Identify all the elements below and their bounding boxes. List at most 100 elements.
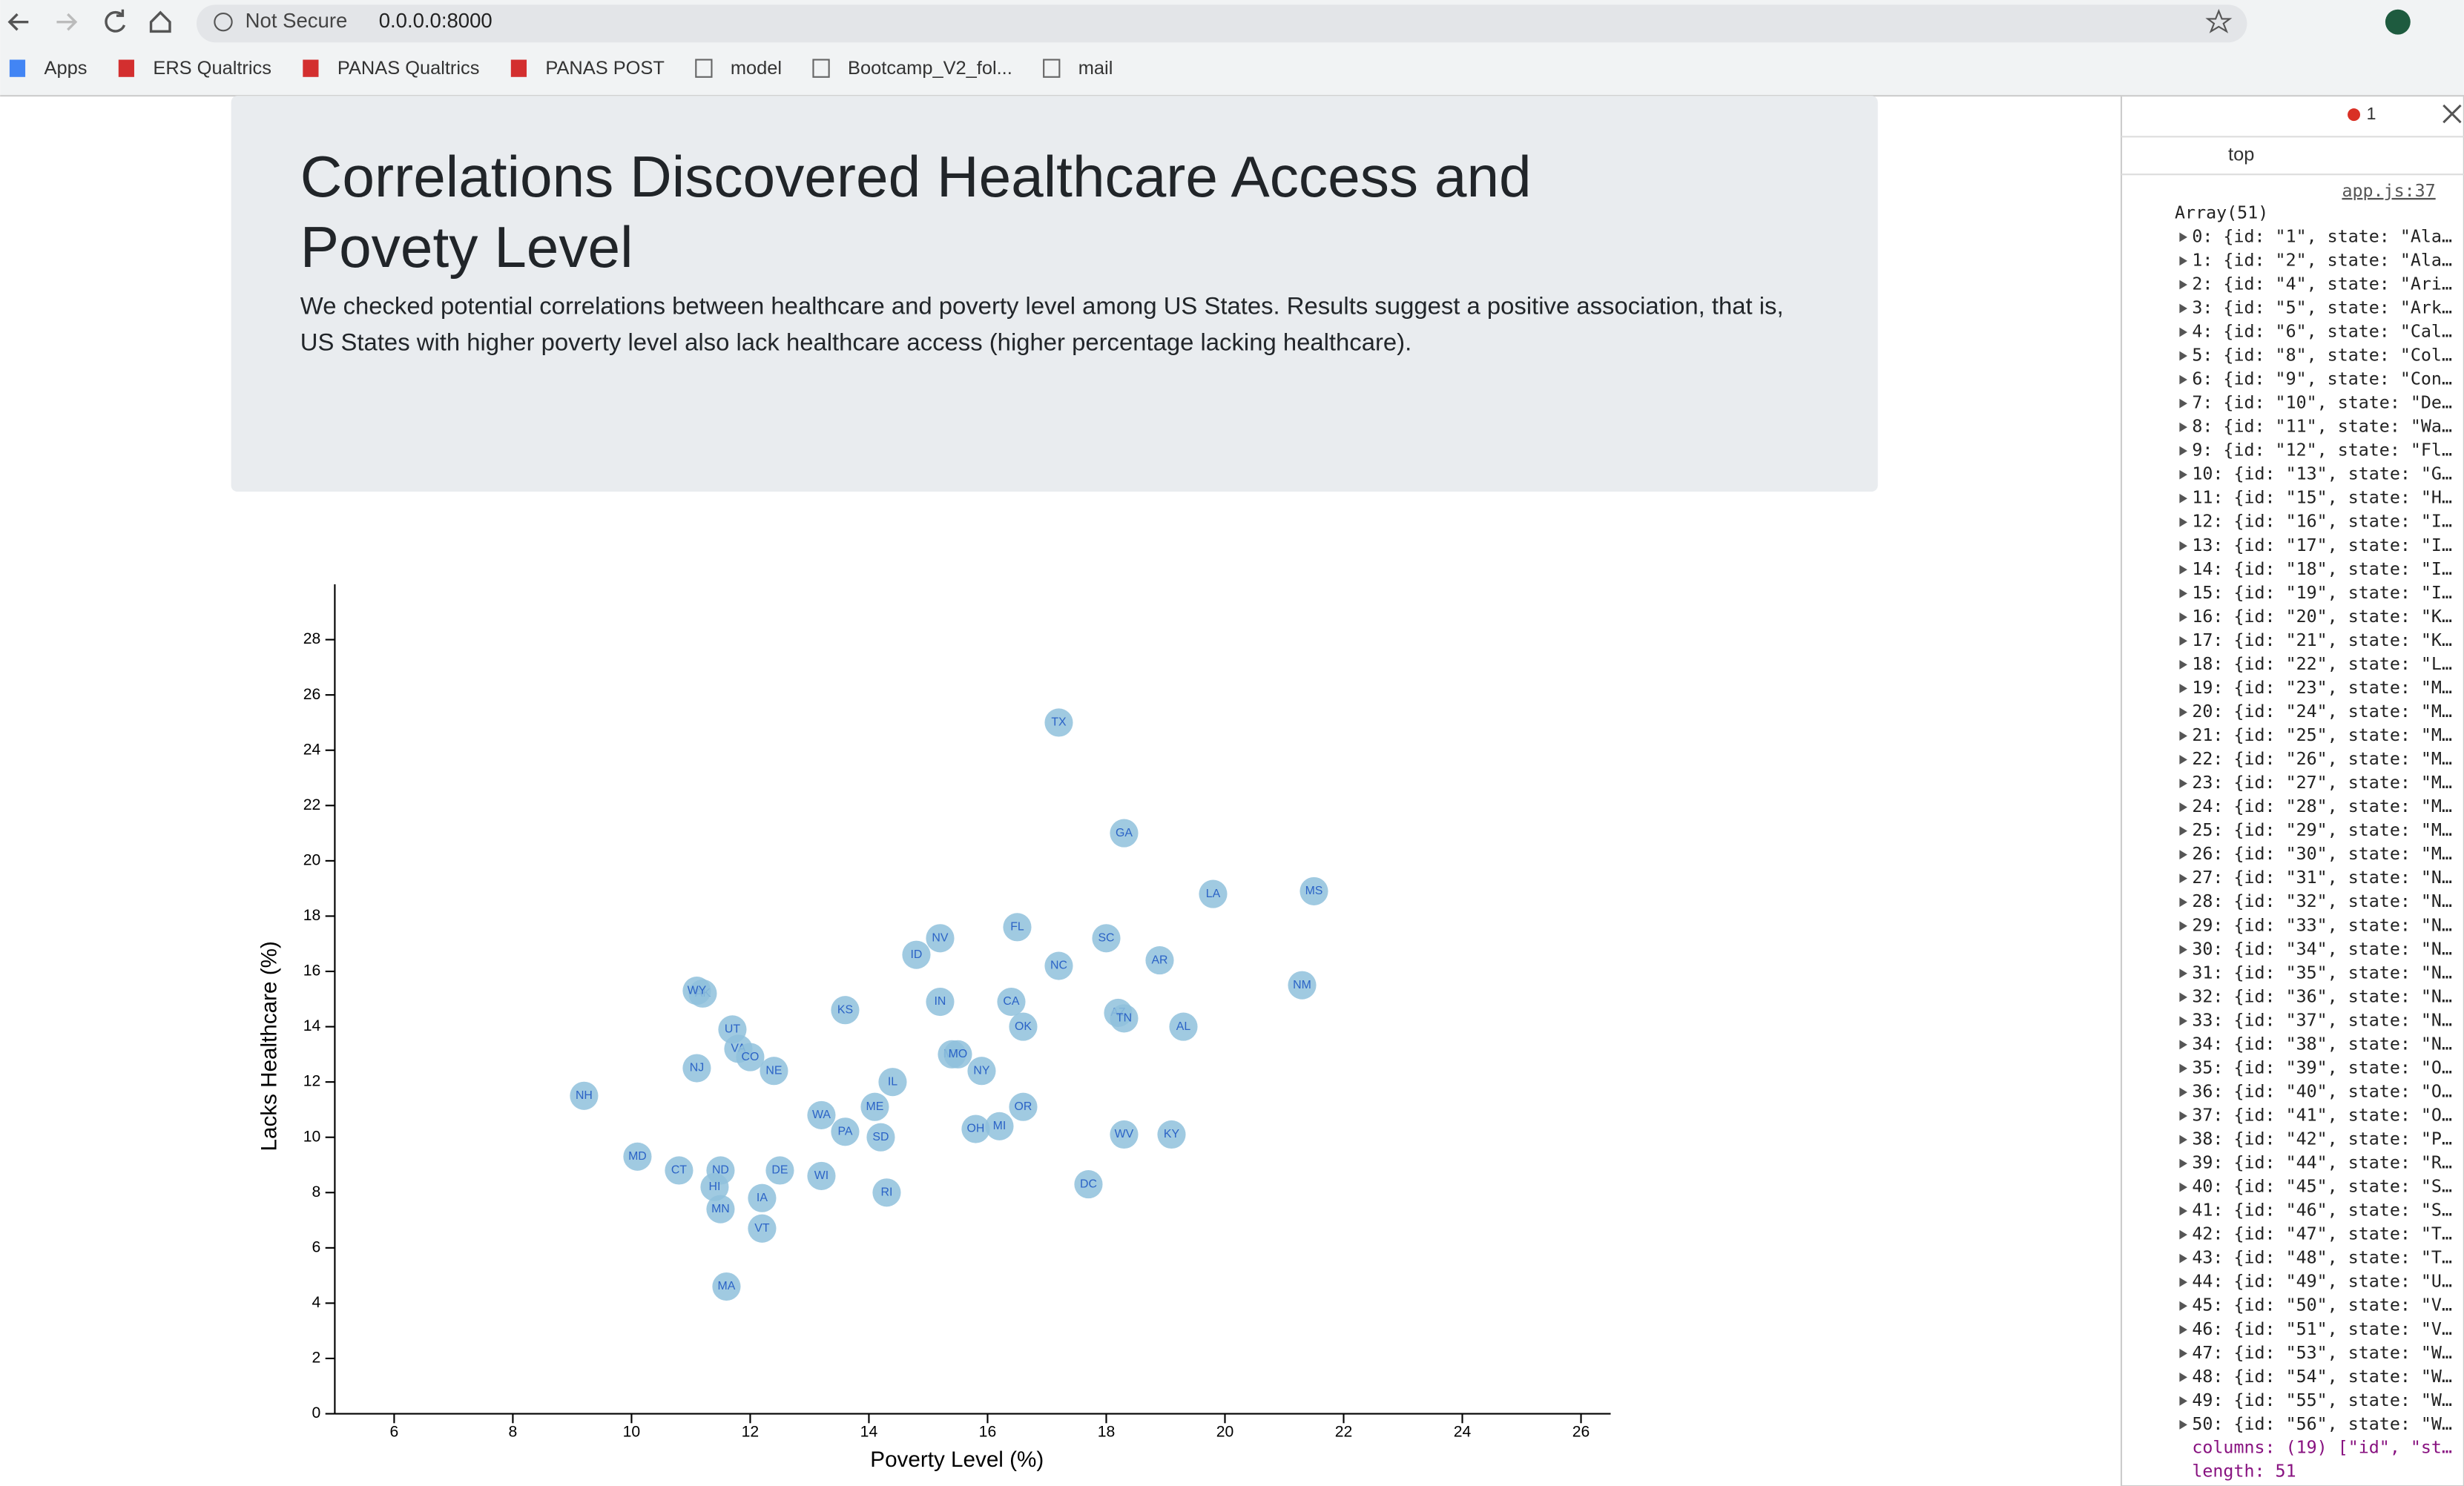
expand-arrow [2179, 374, 2187, 385]
console-row[interactable]: 11: {id: "15", state: "H… [2192, 488, 2452, 508]
console-row[interactable]: 5: {id: "8", state: "Col… [2192, 346, 2452, 366]
expand-arrow [2179, 256, 2187, 266]
console-row[interactable]: 30: {id: "34", state: "N… [2192, 939, 2452, 959]
bookmark[interactable]: model [731, 58, 782, 79]
expand-arrow [2179, 232, 2187, 242]
console-row[interactable]: 9: {id: "12", state: "Fl… [2192, 440, 2452, 460]
point-label: MN [711, 1203, 730, 1215]
console-row[interactable]: 47: {id: "53", state: "W… [2192, 1343, 2452, 1363]
console-row[interactable]: 44: {id: "49", state: "U… [2192, 1272, 2452, 1292]
error-count: 1 [2366, 104, 2376, 123]
bookmark[interactable]: ERS Qualtrics [153, 58, 271, 79]
console-row[interactable]: 8: {id: "11", state: "Wa… [2192, 417, 2452, 437]
console-row[interactable]: 48: {id: "54", state: "W… [2192, 1367, 2452, 1387]
console-row[interactable]: 24: {id: "28", state: "M… [2192, 796, 2452, 816]
data-point [807, 1161, 836, 1190]
data-point [943, 1040, 972, 1069]
console-row[interactable]: 46: {id: "51", state: "V… [2192, 1319, 2452, 1339]
source-link[interactable]: app.js:37 [2342, 181, 2435, 201]
bookmark[interactable]: PANAS POST [545, 58, 664, 79]
point-label: GA [1116, 827, 1133, 839]
console-row[interactable]: 17: {id: "21", state: "K… [2192, 630, 2452, 650]
bookmark[interactable]: PANAS Qualtrics [337, 58, 480, 79]
array-header[interactable]: Array(51) [2175, 203, 2268, 223]
console-row[interactable]: 0: {id: "1", state: "Ala… [2192, 226, 2452, 246]
console-row[interactable]: 36: {id: "40", state: "O… [2192, 1081, 2452, 1101]
point-label: SC [1098, 931, 1114, 944]
home-button[interactable] [149, 10, 171, 33]
point-label: NH [576, 1089, 593, 1102]
console-row[interactable]: 41: {id: "46", state: "S… [2192, 1201, 2452, 1221]
console-row[interactable]: 35: {id: "39", state: "O… [2192, 1057, 2452, 1077]
point-label: OR [1015, 1100, 1032, 1113]
console-row[interactable]: 28: {id: "32", state: "N… [2192, 891, 2452, 911]
console-row[interactable]: 13: {id: "17", state: "I… [2192, 535, 2452, 555]
console-row[interactable]: 7: {id: "10", state: "De… [2192, 393, 2452, 413]
data-point [1044, 708, 1073, 737]
profile-icon[interactable] [2385, 9, 2411, 35]
console-row[interactable]: 25: {id: "29", state: "M… [2192, 820, 2452, 840]
console-row[interactable]: 4: {id: "6", state: "Cal… [2192, 321, 2452, 341]
expand-arrow [2179, 422, 2187, 432]
x-tick-label: 14 [860, 1424, 878, 1441]
console-row[interactable]: 19: {id: "23", state: "M… [2192, 678, 2452, 698]
console-row[interactable]: 1: {id: "2", state: "Ala… [2192, 250, 2452, 270]
context-select[interactable]: top [2228, 144, 2254, 165]
console-row[interactable]: 14: {id: "18", state: "I… [2192, 559, 2452, 579]
console-row[interactable]: 21: {id: "25", state: "M… [2192, 725, 2452, 745]
info-icon[interactable] [214, 12, 233, 32]
console-row[interactable]: 38: {id: "42", state: "P… [2192, 1129, 2452, 1149]
back-button[interactable] [7, 13, 29, 31]
y-tick-label: 26 [303, 686, 321, 703]
console-row[interactable]: 15: {id: "19", state: "I… [2192, 583, 2452, 603]
console-row[interactable]: 29: {id: "33", state: "N… [2192, 915, 2452, 935]
console-row[interactable]: 31: {id: "35", state: "N… [2192, 962, 2452, 983]
console-row[interactable]: 18: {id: "22", state: "L… [2192, 654, 2452, 674]
console-row[interactable]: 26: {id: "30", state: "M… [2192, 844, 2452, 864]
console-row[interactable]: 6: {id: "9", state: "Con… [2192, 369, 2452, 389]
console-row[interactable]: 23: {id: "27", state: "M… [2192, 773, 2452, 793]
x-tick-label: 22 [1335, 1424, 1353, 1441]
console-row[interactable]: 12: {id: "16", state: "I… [2192, 512, 2452, 532]
data-point [712, 1272, 741, 1301]
console-row[interactable]: 45: {id: "50", state: "V… [2192, 1295, 2452, 1315]
console-row[interactable]: 27: {id: "31", state: "N… [2192, 868, 2452, 888]
console-row[interactable]: 22: {id: "26", state: "M… [2192, 749, 2452, 769]
bookmark[interactable]: mail [1078, 58, 1113, 79]
point-label: WA [812, 1109, 831, 1121]
header-box: Correlations Discovered Healthcare Acces… [300, 145, 1784, 357]
point-label: NJ [690, 1062, 704, 1074]
console-row[interactable]: 16: {id: "20", state: "K… [2192, 607, 2452, 627]
console-row[interactable]: 10: {id: "13", state: "G… [2192, 464, 2452, 484]
console-row[interactable]: 37: {id: "41", state: "O… [2192, 1105, 2452, 1125]
y-tick-label: 18 [303, 907, 321, 924]
address-bar[interactable] [196, 4, 2247, 43]
point-label: IN [935, 995, 946, 1008]
console-row[interactable]: 43: {id: "48", state: "T… [2192, 1248, 2452, 1268]
console-row[interactable]: 40: {id: "45", state: "S… [2192, 1177, 2452, 1197]
data-point [997, 987, 1026, 1017]
close-devtools[interactable] [2442, 104, 2462, 124]
console-row[interactable]: 49: {id: "55", state: "W… [2192, 1390, 2452, 1410]
expand-arrow [2179, 1396, 2187, 1406]
data-point [1092, 924, 1121, 953]
console-row[interactable]: 33: {id: "37", state: "N… [2192, 1010, 2452, 1030]
console-row[interactable]: 3: {id: "5", state: "Ark… [2192, 297, 2452, 317]
bookmark[interactable]: Apps [44, 58, 87, 79]
x-tick-label: 8 [509, 1424, 518, 1441]
y-tick-label: 10 [303, 1128, 321, 1145]
console-row[interactable]: 42: {id: "47", state: "T… [2192, 1224, 2452, 1244]
point-label: RI [881, 1186, 893, 1198]
console-row[interactable]: 20: {id: "24", state: "M… [2192, 701, 2452, 721]
console-row[interactable]: 32: {id: "36", state: "N… [2192, 986, 2452, 1006]
reload-button[interactable] [105, 9, 126, 33]
forward-button[interactable] [56, 13, 78, 31]
star-icon[interactable] [2205, 8, 2233, 33]
bookmark[interactable]: Bootcamp_V2_fol... [848, 58, 1012, 79]
console-row[interactable]: 2: {id: "4", state: "Ari… [2192, 274, 2452, 294]
console-row[interactable]: 39: {id: "44", state: "R… [2192, 1153, 2452, 1173]
data-point [1288, 971, 1317, 1000]
console-row[interactable]: 34: {id: "38", state: "N… [2192, 1034, 2452, 1054]
console-row[interactable]: 50: {id: "56", state: "W… [2192, 1414, 2452, 1434]
point-label: NM [1293, 979, 1311, 991]
